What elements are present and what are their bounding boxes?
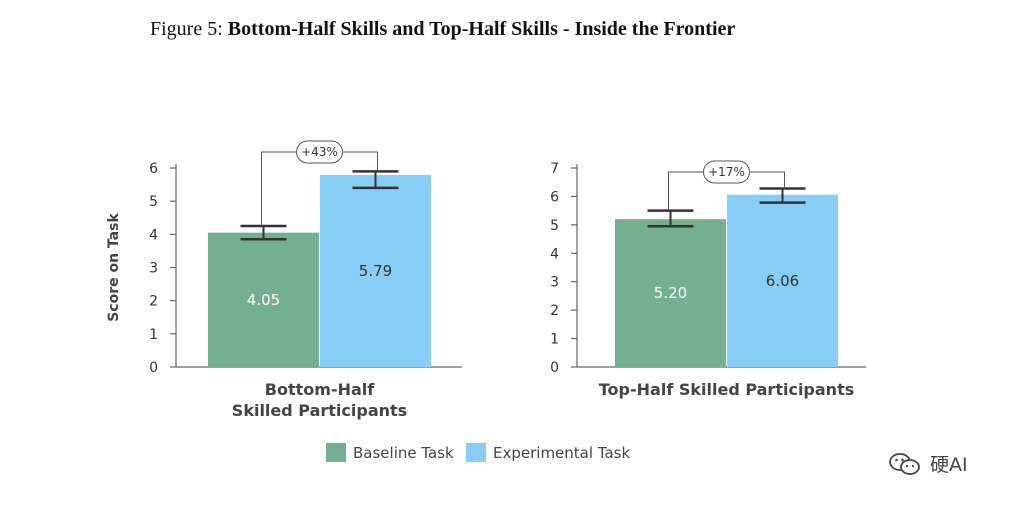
bar-value-label: 5.20 — [654, 284, 687, 302]
legend-label: Experimental Task — [493, 444, 630, 462]
y-tick-label: 0 — [550, 360, 559, 376]
y-tick-label: 2 — [550, 303, 559, 319]
bar-baseline — [208, 232, 319, 367]
difference-label: +43% — [301, 145, 338, 159]
bar-experimental — [320, 174, 431, 367]
y-tick-label: 6 — [149, 161, 158, 177]
y-tick-label: 2 — [149, 294, 158, 310]
difference-badge — [296, 140, 343, 164]
x-axis-label: Skilled Participants — [232, 401, 407, 420]
y-tick-label: 4 — [550, 246, 559, 262]
watermark: 硬AI — [888, 450, 968, 477]
y-tick-label: 3 — [149, 261, 158, 277]
y-tick-label: 5 — [550, 218, 559, 234]
difference-badge — [703, 160, 750, 184]
y-axis-label: Score on Task — [106, 213, 122, 322]
difference-label: +17% — [708, 165, 745, 179]
y-tick-label: 1 — [149, 327, 158, 343]
legend-swatch-baseline — [326, 443, 346, 462]
figure-title-text: Bottom-Half Skills and Top-Half Skills -… — [227, 18, 736, 40]
y-tick-label: 7 — [550, 161, 559, 177]
y-tick-label: 4 — [149, 227, 158, 243]
wechat-icon — [889, 452, 920, 475]
figure-title: Figure 5: Bottom-Half Skills and Top-Hal… — [150, 18, 735, 41]
bar-value-label: 6.06 — [766, 272, 799, 290]
bar-value-label: 4.05 — [247, 291, 280, 309]
watermark-text: 硬AI — [930, 454, 968, 476]
y-tick-label: 3 — [550, 275, 559, 291]
y-tick-label: 5 — [149, 194, 158, 210]
x-axis-label: Top-Half Skilled Participants — [599, 380, 854, 399]
bar-baseline — [615, 219, 726, 367]
bar-experimental — [727, 194, 838, 367]
y-tick-label: 1 — [550, 332, 559, 348]
legend-label: Baseline Task — [353, 444, 454, 462]
y-tick-label: 6 — [550, 189, 559, 205]
legend: Baseline Task Experimental Task — [326, 443, 630, 462]
x-axis-label: Bottom-Half — [265, 380, 375, 399]
figure-label: Figure 5: — [150, 18, 223, 40]
chart-top-half: 0 1 2 3 4 5 6 7 5.20 6.06 +17% Top-Half Skilled Par… — [550, 160, 866, 399]
y-tick-label: 0 — [149, 360, 158, 376]
chart-bottom-half: 0 1 2 3 4 5 6 Score on Task 4.05 5.79 +43% Bottom-H… — [106, 140, 462, 420]
bar-value-label: 5.79 — [359, 262, 392, 280]
legend-swatch-experimental — [466, 443, 486, 462]
